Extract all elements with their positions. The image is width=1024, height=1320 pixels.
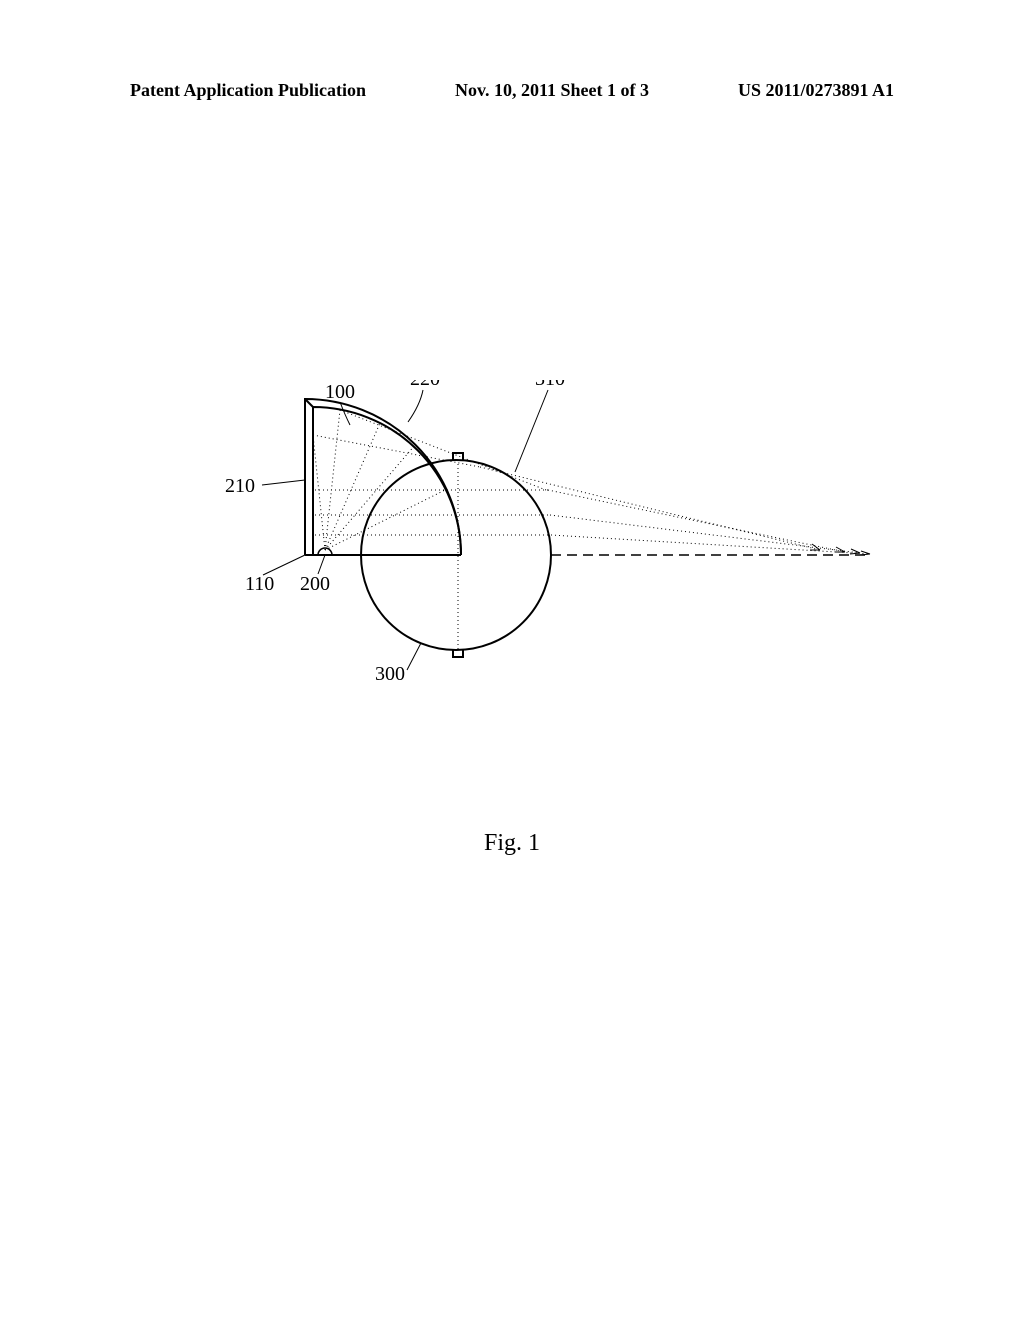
- label-220: 220: [410, 380, 440, 390]
- arrow-2: [835, 547, 845, 552]
- reflector-outer: [305, 399, 461, 555]
- leader-300: [407, 643, 421, 670]
- lens-top-rim: [453, 453, 463, 460]
- leader-210: [262, 480, 305, 485]
- page-header: Patent Application Publication Nov. 10, …: [0, 80, 1024, 101]
- output-ray-4: [551, 535, 870, 554]
- ray-to-reflector-3: [325, 423, 380, 550]
- publication-type: Patent Application Publication: [130, 80, 366, 101]
- label-300: 300: [375, 663, 405, 685]
- output-ray-3: [550, 515, 860, 553]
- ray-to-reflector-5: [325, 490, 445, 550]
- leader-110: [263, 555, 305, 575]
- parallel-ray-1: [313, 435, 480, 467]
- patent-diagram: 100 220 310 210 110 200 300: [150, 380, 880, 730]
- ray-to-reflector-4: [325, 445, 415, 550]
- label-200: 200: [300, 573, 330, 595]
- publication-number: US 2011/0273891 A1: [738, 80, 894, 101]
- reflector-inner: [313, 407, 461, 555]
- output-ray-1: [480, 467, 820, 550]
- ray-to-reflector-2: [325, 410, 340, 550]
- label-310: 310: [535, 380, 565, 390]
- lens-bottom-rim: [453, 650, 463, 657]
- parallel-ray-1b: [340, 410, 546, 490]
- label-100: 100: [325, 381, 355, 403]
- date-sheet: Nov. 10, 2011 Sheet 1 of 3: [455, 80, 649, 101]
- ray-to-reflector-1: [313, 435, 325, 550]
- leader-310: [515, 390, 548, 472]
- figure-caption: Fig. 1: [0, 830, 1024, 857]
- output-ray-2: [548, 490, 845, 552]
- figure-1: 100 220 310 210 110 200 300: [150, 380, 880, 730]
- leader-200: [318, 555, 325, 574]
- leader-220: [408, 390, 423, 422]
- label-110: 110: [245, 573, 274, 595]
- label-210: 210: [225, 475, 255, 497]
